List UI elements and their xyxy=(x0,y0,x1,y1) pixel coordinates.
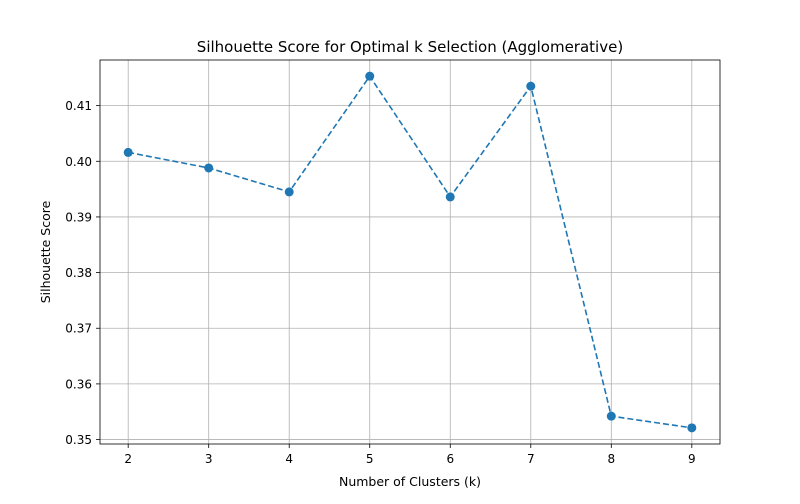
grid-lines xyxy=(100,60,720,444)
x-tick-label: 6 xyxy=(446,452,454,466)
y-tick-label: 0.35 xyxy=(65,433,92,447)
chart-title: Silhouette Score for Optimal k Selection… xyxy=(197,38,623,56)
plot-frame xyxy=(99,59,721,445)
data-point-k5 xyxy=(365,71,375,81)
x-tick-label: 5 xyxy=(366,452,374,466)
x-tick-label: 3 xyxy=(205,452,213,466)
data-point-k9 xyxy=(687,423,697,433)
y-tick-label: 0.36 xyxy=(65,377,92,391)
x-tick-label: 7 xyxy=(527,452,535,466)
y-tick-label: 0.37 xyxy=(65,322,92,336)
data-point-k6 xyxy=(445,192,455,202)
axis-ticks: 2 3 4 5 6 7 8 9 0.35 0.36 0.37 0.38 0.39 0.40 0.41 xyxy=(65,99,695,466)
y-tick-label: 0.41 xyxy=(65,99,92,113)
x-tick-label: 4 xyxy=(285,452,293,466)
x-axis-label: Number of Clusters (k) xyxy=(339,474,481,489)
x-tick-label: 8 xyxy=(607,452,615,466)
y-tick-label: 0.40 xyxy=(65,155,92,169)
data-points xyxy=(123,71,697,433)
x-tick-label: 9 xyxy=(688,452,696,466)
y-tick-label: 0.38 xyxy=(65,266,92,280)
data-point-k3 xyxy=(204,163,214,173)
data-point-k7 xyxy=(526,81,536,91)
data-point-k8 xyxy=(606,411,616,421)
series-line xyxy=(128,74,692,429)
x-tick-label: 2 xyxy=(124,452,132,466)
data-point-k4 xyxy=(284,187,294,197)
y-tick-label: 0.39 xyxy=(65,210,92,224)
y-axis-label: Silhouette Score xyxy=(38,200,53,303)
data-point-k2 xyxy=(123,147,133,157)
